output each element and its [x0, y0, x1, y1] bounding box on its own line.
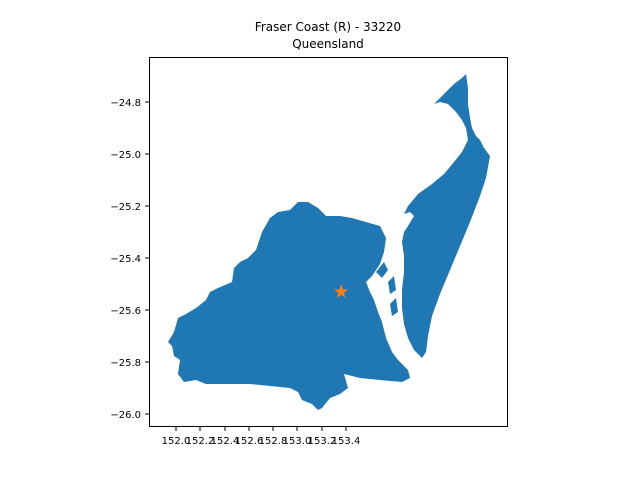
y-tick-label: −24.8 [110, 98, 141, 109]
x-tick-label: 152.2 [186, 436, 215, 447]
y-tick-label: −25.0 [110, 150, 141, 161]
x-tick-label: 153.2 [308, 436, 337, 447]
y-tick-label: −26.0 [110, 410, 141, 421]
y-tick-label: −25.2 [110, 202, 141, 213]
x-tick-label: 153.0 [283, 436, 312, 447]
region-mainland [168, 202, 410, 410]
region-island-2 [388, 276, 396, 294]
location-star-marker [334, 284, 349, 298]
x-tick-label: 152.4 [211, 436, 240, 447]
x-tick-label: 152.8 [259, 436, 288, 447]
y-tick-label: −25.8 [110, 358, 141, 369]
x-tick-label: 153.4 [332, 436, 361, 447]
region-island-3 [390, 298, 398, 316]
region-island-1 [376, 262, 388, 278]
map-subtitle: Queensland [292, 37, 364, 51]
axes-frame [149, 57, 508, 427]
map-title: Fraser Coast (R) - 33220 [255, 20, 401, 34]
y-tick-label: −25.6 [110, 306, 141, 317]
y-tick-label: −25.4 [110, 254, 141, 265]
region-fraser-island [402, 74, 490, 358]
x-tick-label: 152.0 [162, 436, 191, 447]
x-axis: 152.0 152.2 152.4 152.6 152.8 153.0 153.… [162, 427, 361, 447]
y-axis: −24.8 −25.0 −25.2 −25.4 −25.6 −25.8 −26.… [110, 98, 149, 421]
x-tick-label: 152.6 [235, 436, 264, 447]
